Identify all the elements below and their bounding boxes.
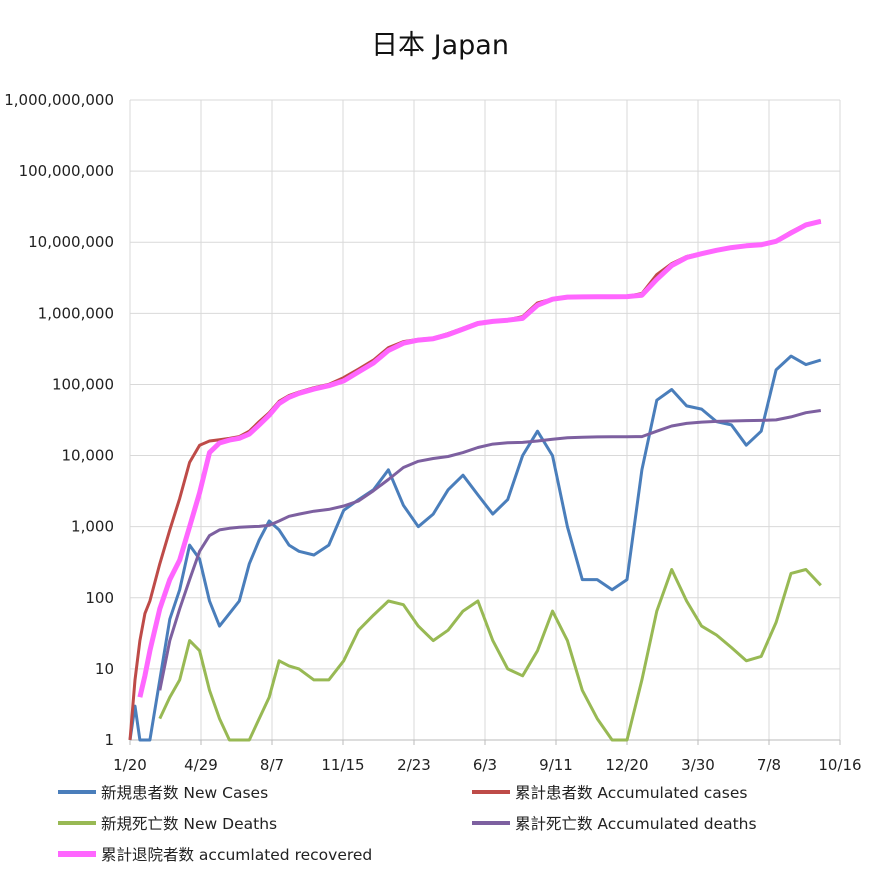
- y-tick-label: 1,000: [71, 518, 114, 536]
- series-line-4: [137, 218, 822, 698]
- y-tick-label: 10,000,000: [28, 233, 114, 251]
- y-tick-label: 100: [85, 589, 114, 607]
- x-tick-label: 3/30: [681, 756, 715, 774]
- x-tick-label: 7/8: [757, 756, 781, 774]
- x-tick-label: 4/29: [184, 756, 218, 774]
- gridlines: [129, 99, 841, 741]
- series-line-2: [158, 568, 822, 742]
- legend-label: 新規患者数 New Cases: [101, 784, 268, 802]
- legend-label: 累計死亡数 Accumulated deaths: [515, 815, 757, 833]
- x-axis: 1/20 4/29 8/7 11/15 2/23 6/3 9/11 12/20 3/30 7/8 1…: [113, 739, 862, 774]
- y-axis: 1 10 100 1,000 10,000 100,000 1,000,000 10,000,…: [4, 91, 114, 749]
- y-tick-label: 1,000,000: [38, 304, 114, 322]
- x-tick-label: 12/20: [605, 756, 648, 774]
- legend-item: 累計死亡数 Accumulated deaths: [472, 815, 757, 833]
- legend-label: 累計患者数 Accumulated cases: [515, 784, 747, 802]
- x-tick-label: 1/20: [113, 756, 147, 774]
- series-line-3: [158, 409, 822, 691]
- legend-item: 新規死亡数 New Deaths: [58, 815, 277, 833]
- y-tick-label: 100,000,000: [19, 162, 114, 180]
- x-tick-label: 11/15: [321, 756, 364, 774]
- legend-label: 累計退院者数 accumlated recovered: [101, 845, 372, 864]
- y-tick-label: 100,000: [52, 375, 114, 393]
- series-line-1: [128, 219, 822, 741]
- legend: 新規患者数 New Cases 累計患者数 Accumulated cases 新規…: [58, 784, 757, 864]
- chart-title: 日本 Japan: [371, 30, 509, 61]
- x-tick-label: 2/23: [397, 756, 431, 774]
- y-tick-label: 1,000,000,000: [4, 91, 114, 109]
- legend-item: 累計患者数 Accumulated cases: [472, 784, 747, 802]
- series-lines: [128, 218, 822, 742]
- y-tick-label: 10: [95, 660, 114, 678]
- y-tick-label: 1: [104, 731, 114, 749]
- legend-item: 新規患者数 New Cases: [58, 784, 268, 802]
- x-tick-label: 10/16: [818, 756, 861, 774]
- legend-label: 新規死亡数 New Deaths: [101, 815, 277, 833]
- y-tick-label: 10,000: [62, 447, 115, 465]
- series-line-0: [128, 354, 822, 742]
- legend-item: 累計退院者数 accumlated recovered: [58, 845, 372, 864]
- x-tick-label: 6/3: [473, 756, 497, 774]
- x-tick-label: 9/11: [539, 756, 573, 774]
- x-tick-label: 8/7: [260, 756, 284, 774]
